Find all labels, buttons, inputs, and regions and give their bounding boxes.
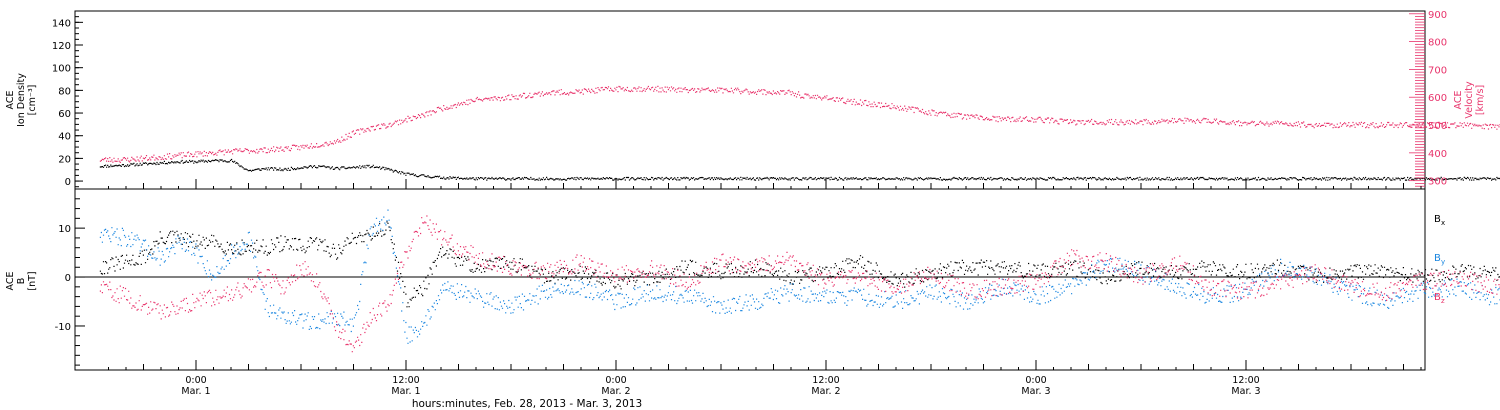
x-tick-label-date: Mar. 2 xyxy=(601,386,630,397)
velocity-tick-label: 700 xyxy=(1428,65,1447,76)
b-tick-label: 0 xyxy=(65,273,71,284)
x-tick-label-date: Mar. 3 xyxy=(1231,386,1260,397)
density-tick-label: 80 xyxy=(58,86,71,97)
legend-label: B xyxy=(1434,292,1441,303)
x-tick-label-date: Mar. 3 xyxy=(1021,386,1050,397)
density-tick-label: 0 xyxy=(65,177,71,188)
legend-subscript: z xyxy=(1441,297,1445,305)
velocity-tick-label: 300 xyxy=(1428,177,1447,188)
ion-density-series xyxy=(99,158,1500,181)
x-axis-label: hours:minutes, Feb. 28, 2013 - Mar. 3, 2… xyxy=(412,398,642,410)
x-tick-label-time: 12:00 xyxy=(812,375,839,386)
velocity-tick-label: 900 xyxy=(1428,10,1447,21)
bx-series xyxy=(99,221,1500,308)
bz-series xyxy=(99,215,1500,353)
legend-subscript: y xyxy=(1441,258,1445,266)
x-tick-label-time: 0:00 xyxy=(1025,375,1046,386)
density-tick-label: 120 xyxy=(52,41,71,52)
x-tick-label-date: Mar. 1 xyxy=(181,386,210,397)
density-tick-label: 140 xyxy=(52,18,71,29)
x-tick-label-time: 0:00 xyxy=(185,375,206,386)
b-tick-label: -10 xyxy=(55,322,71,333)
b-axis-label: ACE B [nT] xyxy=(5,271,38,290)
b-axis-label-line: B xyxy=(16,278,27,285)
x-tick-label-time: 12:00 xyxy=(392,375,419,386)
velocity-axis-label: ACE Velocity [km/s] xyxy=(1453,81,1486,119)
velocity-series xyxy=(99,85,1500,163)
velocity-axis-label-line: ACE xyxy=(1453,91,1464,110)
density-axis-label: ACE Ion Density [cm⁻³] xyxy=(5,73,38,127)
density-axis-label-line: Ion Density xyxy=(16,73,27,127)
x-tick-label-date: Mar. 2 xyxy=(811,386,840,397)
density-tick-label: 60 xyxy=(58,109,71,120)
velocity-tick-label: 400 xyxy=(1428,149,1447,160)
b-axis-label-line: [nT] xyxy=(27,271,38,290)
density-axis-label-line: ACE xyxy=(5,91,16,110)
density-tick-label: 100 xyxy=(52,64,71,75)
velocity-tick-label: 600 xyxy=(1428,93,1447,104)
by-series xyxy=(99,209,1500,344)
legend-label: B xyxy=(1434,214,1441,225)
velocity-axis-label-line: Velocity xyxy=(1464,81,1475,119)
b-axis-label-line: ACE xyxy=(5,272,16,291)
velocity-axis-label-line: [km/s] xyxy=(1475,85,1486,115)
x-tick-label-time: 0:00 xyxy=(605,375,626,386)
x-tick-label-date: Mar. 1 xyxy=(391,386,420,397)
density-tick-label: 20 xyxy=(58,154,71,165)
velocity-tick-label: 500 xyxy=(1428,121,1447,132)
b-tick-label: 10 xyxy=(58,224,71,235)
x-tick-label-time: 12:00 xyxy=(1232,375,1259,386)
legend-subscript: x xyxy=(1441,219,1445,227)
ion-density-velocity-panel: 0 20 40 60 80 100 120 140 300 400 500 600 700 800 900 A… xyxy=(5,10,1500,190)
velocity-tick-label: 800 xyxy=(1428,38,1447,49)
legend-label: B xyxy=(1434,253,1441,264)
bottom-panel-frame xyxy=(74,188,1426,371)
density-tick-label: 40 xyxy=(58,132,71,143)
density-axis-label-line: [cm⁻³] xyxy=(27,85,38,116)
top-panel-frame xyxy=(74,10,1426,190)
